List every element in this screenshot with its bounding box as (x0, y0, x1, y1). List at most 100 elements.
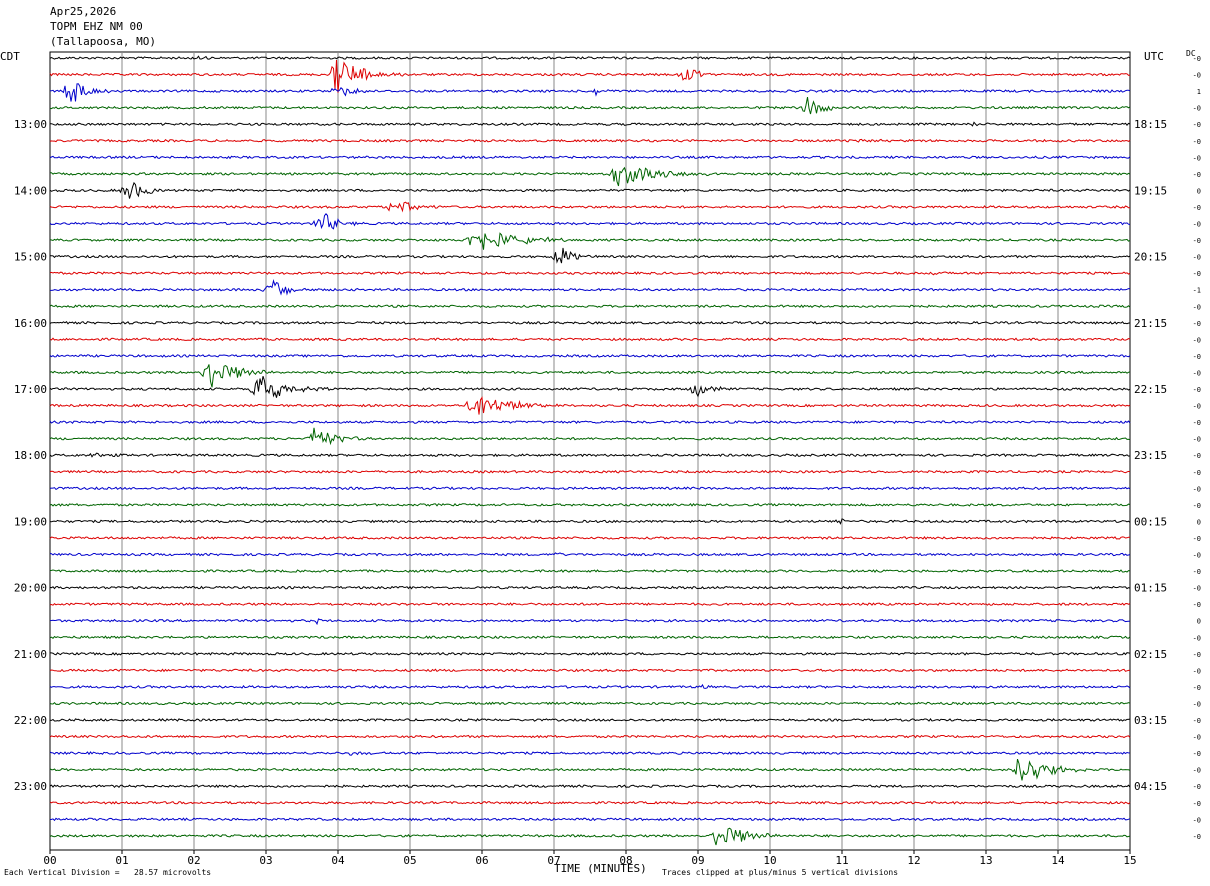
seismic-trace (49, 427, 1131, 446)
dc-offset-label: 1 (1197, 88, 1201, 96)
dc-offset-label: -0 (1193, 469, 1201, 477)
dc-offset-label: -0 (1193, 568, 1201, 576)
dc-offset-label: -0 (1193, 419, 1201, 427)
left-hour-label: 23:00 (14, 780, 47, 793)
scale-note: Each Vertical Division = 28.57 microvolt… (4, 868, 212, 877)
seismic-trace (49, 751, 1131, 756)
left-hour-label: 19:00 (14, 515, 47, 528)
dc-offset-label: -0 (1193, 601, 1201, 609)
dc-offset-label: -0 (1193, 452, 1201, 460)
x-tick-label: 02 (187, 854, 200, 867)
dc-offset-label: -0 (1193, 684, 1201, 692)
dc-offset-label: -0 (1193, 336, 1201, 344)
seismic-trace (49, 635, 1131, 640)
dc-offset-label: -0 (1193, 353, 1201, 361)
dc-offset-label: -0 (1193, 320, 1201, 328)
seismic-trace (49, 213, 1131, 230)
right-hour-label: 19:15 (1134, 184, 1167, 197)
seismic-trace (49, 668, 1131, 673)
dc-offset-label: -1 (1193, 287, 1201, 295)
x-tick-label: 14 (1051, 854, 1065, 867)
dc-offset-label: -0 (1193, 303, 1201, 311)
left-hour-label: 13:00 (14, 118, 47, 131)
dc-offset-label: -0 (1193, 154, 1201, 162)
x-tick-label: 00 (43, 854, 56, 867)
seismic-trace (49, 271, 1131, 276)
seismic-trace (50, 279, 1131, 296)
dc-offset-label: -0 (1193, 816, 1201, 824)
dc-offset-label: -0 (1193, 667, 1201, 675)
dc-offset-label: -0 (1193, 535, 1201, 543)
seismic-trace (49, 784, 1131, 789)
right-hour-label: 04:15 (1134, 780, 1167, 793)
dc-offset-label: -0 (1193, 121, 1201, 129)
x-tick-label: 13 (979, 854, 992, 867)
seismic-trace (49, 758, 1131, 781)
dc-offset-label: -0 (1193, 734, 1201, 742)
x-tick-label: 12 (907, 854, 920, 867)
dc-offset-label: -0 (1193, 55, 1201, 63)
dc-offset-label: -0 (1193, 221, 1201, 229)
dc-offset-label: -0 (1193, 105, 1201, 113)
seismic-trace (49, 396, 1131, 415)
header-date: Apr25,2026 (50, 5, 117, 18)
right-hour-label: 21:15 (1134, 317, 1167, 330)
dc-offset-label: 0 (1197, 518, 1201, 526)
seismic-trace (49, 138, 1131, 143)
x-axis-label: TIME (MINUTES) (554, 862, 647, 875)
seismic-trace (49, 181, 1131, 199)
x-tick-label: 07 (547, 854, 560, 867)
right-hour-label: 03:15 (1134, 714, 1167, 727)
seismic-trace (50, 166, 1131, 187)
dc-offset-label: -0 (1193, 767, 1201, 775)
seismic-trace (49, 376, 1131, 398)
x-tick-label: 01 (115, 854, 128, 867)
left-hour-label: 17:00 (14, 383, 47, 396)
plot-grid (49, 51, 1131, 851)
seismic-trace (49, 552, 1131, 557)
dc-offset-label: -0 (1193, 750, 1201, 758)
seismic-trace (49, 602, 1131, 607)
seismic-trace (50, 247, 1131, 264)
dc-offset-label: -0 (1193, 171, 1201, 179)
header-station: TOPM EHZ NM 00 (50, 20, 143, 33)
seismic-trace (49, 97, 1131, 115)
seismic-trace (49, 364, 1131, 388)
dc-offset-label: -0 (1193, 717, 1201, 725)
dc-offset-label: 0 (1197, 187, 1201, 195)
right-hour-label: 23:15 (1134, 449, 1167, 462)
dc-offset-label: -0 (1193, 386, 1201, 394)
x-tick-label: 10 (763, 854, 776, 867)
plot-ticks: -0 -0 1 -0 -0 -0 -0 -0 0 -0 -0 -0 -0 -0 -1 -0 -0 -0 -0 -0 -0… (14, 55, 1201, 867)
dc-offset-label: -0 (1193, 369, 1201, 377)
seismic-trace (49, 337, 1131, 342)
dc-offset-label: -0 (1193, 403, 1201, 411)
right-hour-label: 18:15 (1134, 118, 1167, 131)
clip-note: Traces clipped at plus/minus 5 vertical … (662, 868, 899, 877)
seismic-trace (49, 683, 1131, 689)
left-hour-label: 21:00 (14, 648, 47, 661)
dc-offset-label: -0 (1193, 833, 1201, 841)
right-timezone-label: UTC (1144, 50, 1164, 63)
seismic-trace (50, 651, 1131, 656)
seismic-trace (49, 55, 1131, 60)
seismic-trace (49, 469, 1131, 474)
dc-offset-label: -0 (1193, 270, 1201, 278)
dc-offset-label: -0 (1193, 700, 1201, 708)
seismic-trace (49, 817, 1131, 822)
x-tick-label: 11 (835, 854, 848, 867)
seismic-trace (49, 502, 1131, 507)
right-hour-label: 20:15 (1134, 251, 1167, 264)
plot-frame (49, 51, 1131, 851)
seismic-trace (49, 201, 1131, 213)
seismic-trace (49, 420, 1131, 424)
right-hour-label: 00:15 (1134, 515, 1167, 528)
right-hour-label: 01:15 (1134, 582, 1167, 595)
seismic-trace (49, 83, 1131, 102)
x-tick-label: 06 (475, 854, 488, 867)
x-tick-label: 15 (1123, 854, 1136, 867)
seismic-trace (49, 518, 1131, 525)
seismic-trace (49, 452, 1131, 458)
left-timezone-label: CDT (0, 50, 20, 63)
